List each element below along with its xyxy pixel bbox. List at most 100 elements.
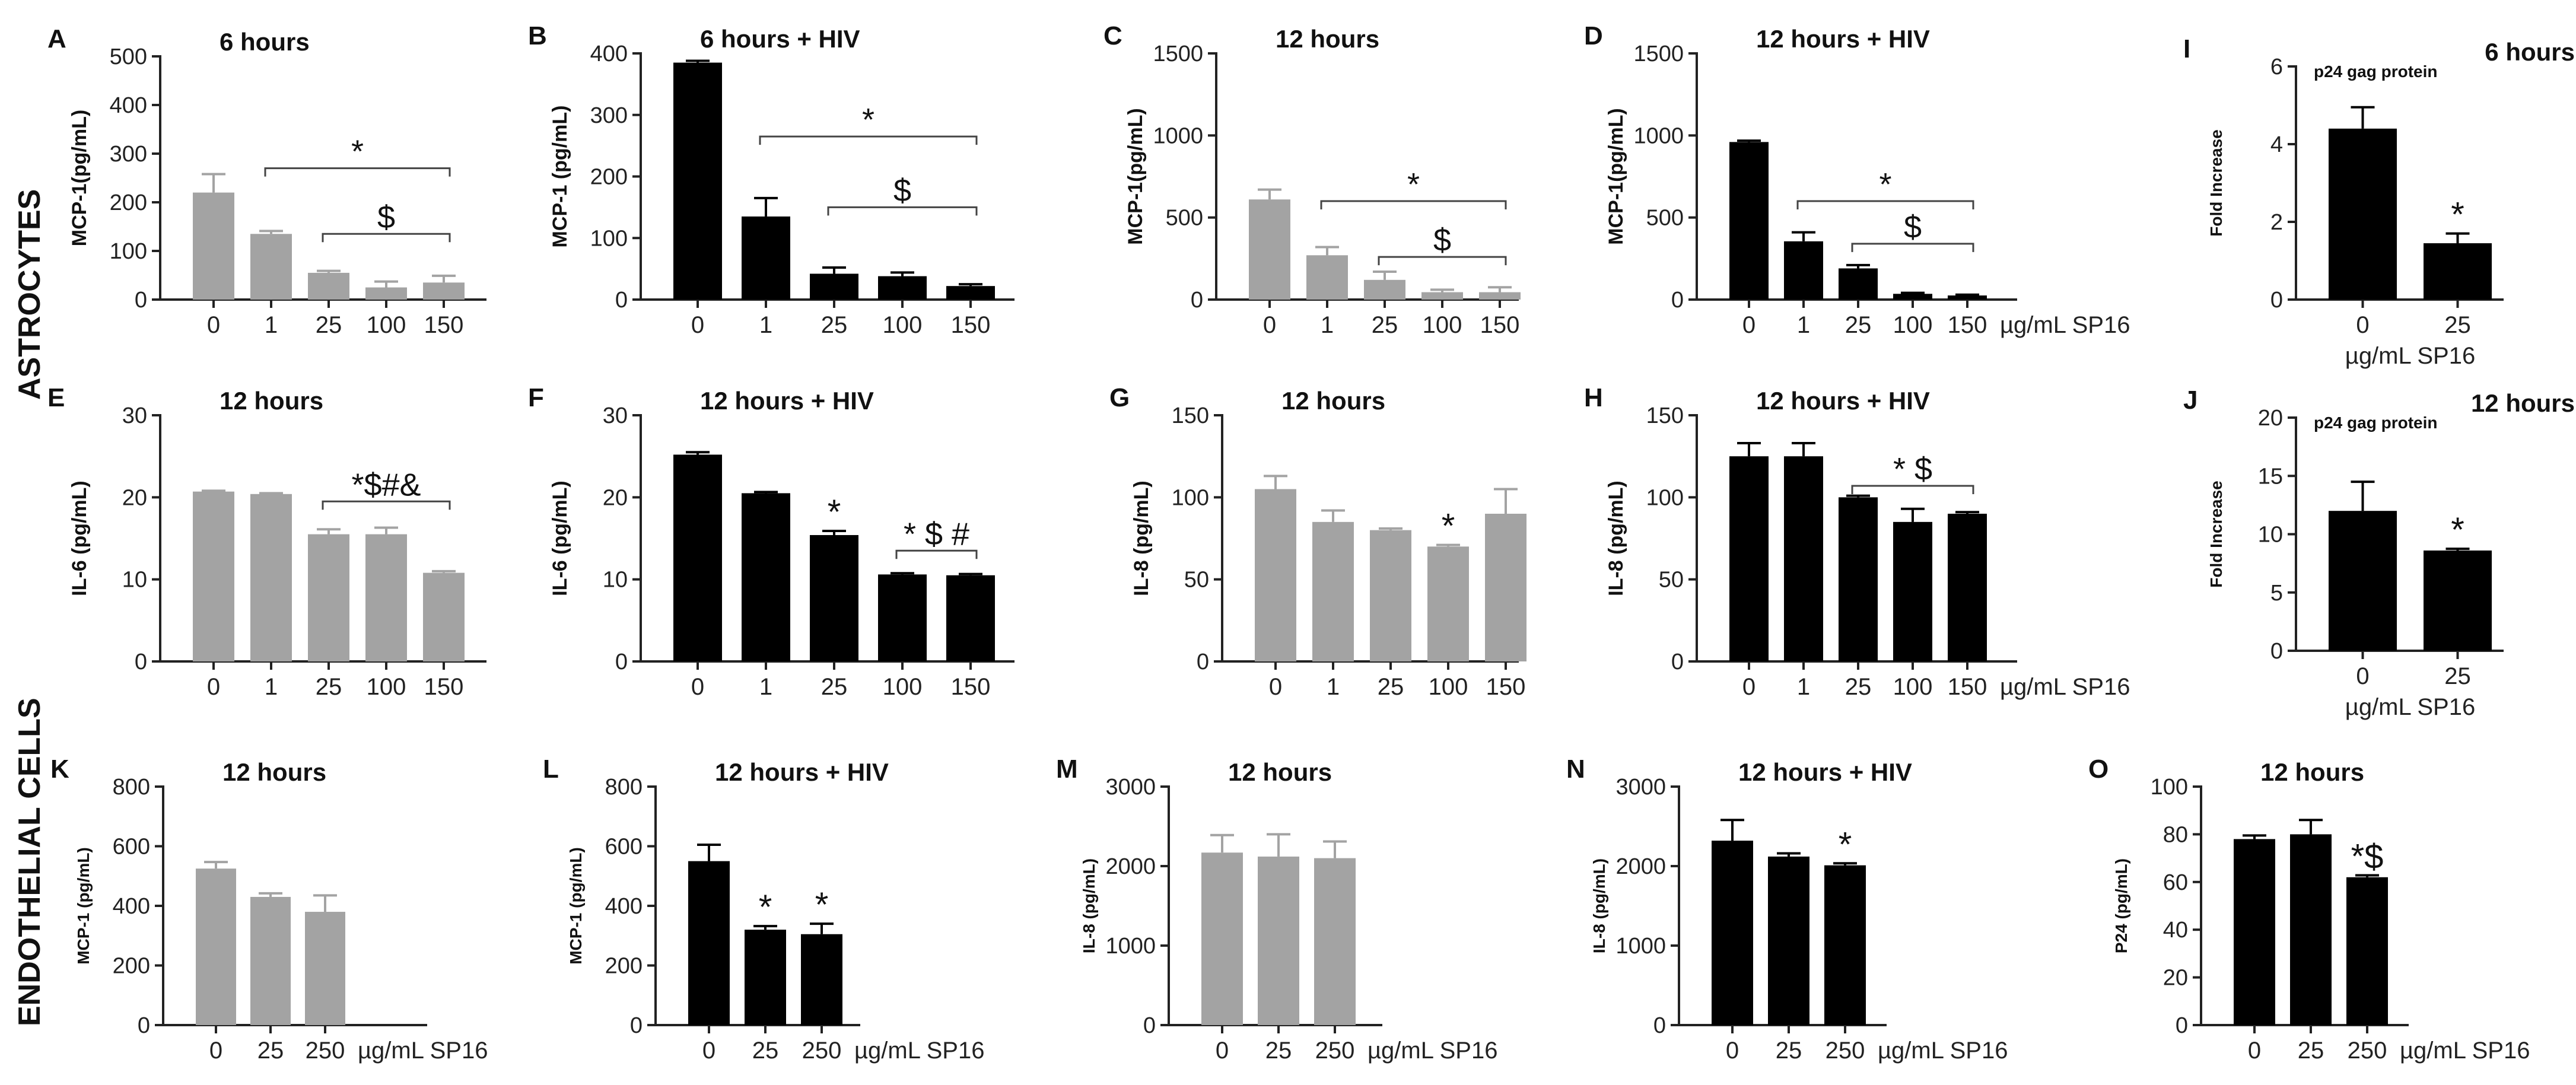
bar xyxy=(250,494,292,661)
bar xyxy=(946,286,995,300)
significance-bracket xyxy=(1851,243,1974,252)
y-tick-label: 0 xyxy=(135,650,147,674)
significance-bracket xyxy=(264,167,451,177)
y-tick-label: 100 xyxy=(1172,485,1209,510)
bar xyxy=(1839,497,1878,661)
bar xyxy=(1364,279,1405,300)
x-tick-label: 25 xyxy=(1776,1038,1802,1064)
significance-bracket xyxy=(827,206,978,216)
y-tick-label: 0 xyxy=(135,288,147,313)
y-tick-label: 200 xyxy=(590,165,628,190)
panel-subtitle: p24 gag protein xyxy=(2314,62,2437,81)
panel-letter: E xyxy=(47,383,65,412)
bar xyxy=(1784,456,1823,661)
bar xyxy=(1479,292,1521,300)
significance-label: * xyxy=(351,134,364,170)
x-tick-label: 0 xyxy=(691,674,704,700)
y-tick-label: 1000 xyxy=(1105,934,1156,959)
x-tick-label: 150 xyxy=(1480,312,1520,338)
panel-letter: G xyxy=(1109,383,1130,412)
x-tick-label: 100 xyxy=(1893,674,1933,700)
x-unit-label: µg/mL SP16 xyxy=(2000,312,2130,338)
significance-bracket xyxy=(895,549,978,559)
x-tick-label: 250 xyxy=(1826,1038,1865,1064)
x-tick-label: 0 xyxy=(209,1038,222,1064)
y-tick-label: 100 xyxy=(590,226,628,251)
bar xyxy=(2329,511,2397,651)
y-tick-label: 150 xyxy=(1172,403,1209,428)
y-tick-label: 0 xyxy=(1653,1013,1666,1038)
x-tick-label: 25 xyxy=(2444,663,2471,689)
x-tick-label: 150 xyxy=(951,312,991,338)
panel-c: C 12 hours MCP-1(pg/mL) 0 500 1000 1500 0 1 25 100… xyxy=(1103,21,1521,338)
x-tick-label: 0 xyxy=(1269,674,1282,700)
x-tick-label: 1 xyxy=(1797,312,1810,338)
bar xyxy=(423,572,465,661)
y-tick-label: 150 xyxy=(1646,403,1684,428)
significance-label: * xyxy=(1442,507,1455,546)
y-tick-label: 100 xyxy=(2151,775,2188,800)
y-tick-label: 20 xyxy=(122,485,147,510)
bar xyxy=(810,534,858,661)
x-tick-label: 150 xyxy=(424,674,464,700)
y-tick-label: 1000 xyxy=(1153,123,1203,148)
significance-label: * xyxy=(828,493,841,532)
bar xyxy=(1839,268,1878,300)
panel-title: 12 hours xyxy=(1276,25,1379,53)
panel-g: G 12 hours IL-8 (pg/mL) 0 50 100 150 0 1 25 100 150… xyxy=(1109,383,1526,700)
y-tick-label: 1500 xyxy=(1153,42,1203,66)
x-tick-label: 0 xyxy=(2248,1038,2261,1064)
y-tick-label: 0 xyxy=(615,288,628,313)
y-tick-label: 80 xyxy=(2163,822,2188,847)
x-tick-label: 150 xyxy=(1486,674,1526,700)
x-tick-label: 25 xyxy=(752,1038,779,1064)
x-tick-label: 100 xyxy=(367,312,406,338)
bar xyxy=(2234,839,2275,1025)
significance-label: * $ # xyxy=(904,516,969,552)
x-tick-label: 100 xyxy=(883,312,923,338)
significance-label: * xyxy=(1839,825,1852,864)
panel-letter: I xyxy=(2183,34,2190,63)
x-unit-label: µg/mL SP16 xyxy=(1878,1038,2008,1064)
y-tick-label: 100 xyxy=(110,239,147,264)
panel-letter: H xyxy=(1584,383,1603,412)
x-tick-label: 0 xyxy=(2356,312,2369,338)
y-tick-label: 30 xyxy=(603,403,628,428)
x-unit-label: µg/mL SP16 xyxy=(2400,1038,2530,1064)
x-tick-label: 0 xyxy=(2356,663,2369,689)
bar xyxy=(250,234,292,300)
y-tick-label: 2000 xyxy=(1105,854,1156,879)
significance-label: $ xyxy=(1904,209,1922,245)
x-tick-label: 100 xyxy=(1429,674,1468,700)
y-tick-label: 60 xyxy=(2163,870,2188,895)
y-tick-label: 500 xyxy=(1646,206,1684,231)
bar xyxy=(1255,489,1296,661)
bar xyxy=(1948,295,1987,300)
x-tick-label: 100 xyxy=(1893,312,1933,338)
significance-label: *$ xyxy=(2351,838,2384,876)
panel-subtitle: p24 gag protein xyxy=(2314,413,2437,432)
bar xyxy=(423,282,465,300)
y-tick-label: 0 xyxy=(1671,288,1684,313)
x-tick-label: 150 xyxy=(951,674,991,700)
x-tick-label: 0 xyxy=(702,1038,715,1064)
bar xyxy=(1893,294,1932,300)
y-tick-label: 0 xyxy=(2270,639,2283,664)
y-tick-label: 50 xyxy=(1659,568,1684,593)
x-tick-label: 0 xyxy=(1742,312,1756,338)
y-axis-label: P24 (pg/mL) xyxy=(2112,858,2130,953)
x-tick-label: 150 xyxy=(1948,674,1987,700)
panel-letter: A xyxy=(47,24,66,53)
panel-title: 12 hours xyxy=(2260,758,2364,786)
y-tick-label: 400 xyxy=(605,894,643,919)
y-tick-label: 200 xyxy=(113,954,150,979)
panel-title: 6 hours + HIV xyxy=(700,25,860,53)
panel-b: B 6 hours + HIV MCP-1 (pg/mL) 0 100 200 300 400… xyxy=(528,21,1015,338)
panel-title: 12 hours xyxy=(1228,758,1332,786)
panel-title: 12 hours xyxy=(222,758,326,786)
y-tick-label: 1500 xyxy=(1633,42,1684,66)
bar xyxy=(1485,514,1526,661)
y-tick-label: 10 xyxy=(603,568,628,593)
significance-bracket xyxy=(1320,200,1507,209)
panel-l: L 12 hours + HIV MCP-1 (pg/mL) 0 200 400 600 80… xyxy=(543,755,984,1064)
